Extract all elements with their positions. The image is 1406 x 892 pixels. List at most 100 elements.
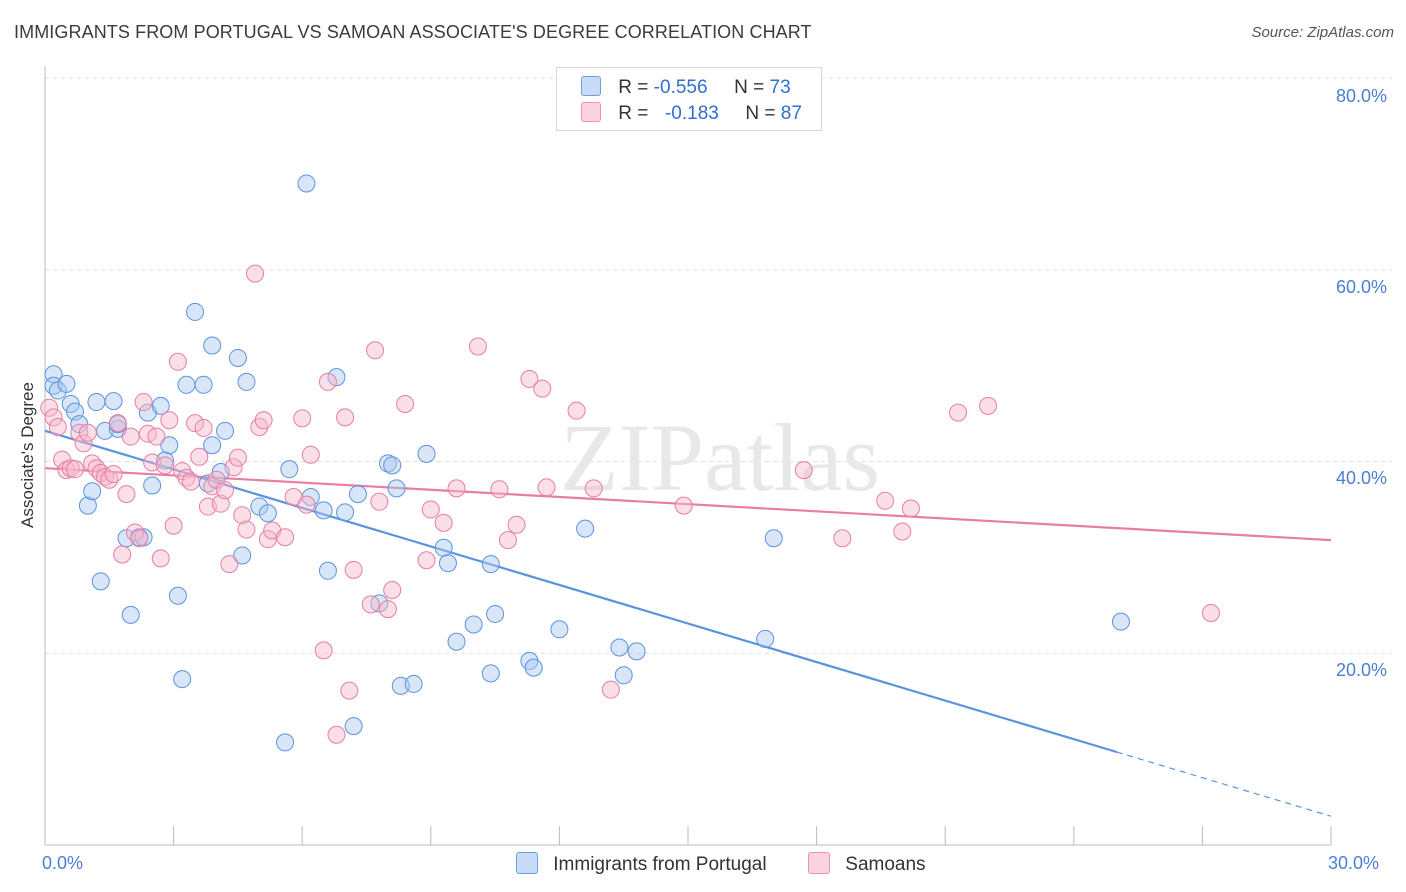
point-1-69	[417, 551, 436, 570]
point-1-85	[833, 529, 852, 548]
point-0-40	[276, 733, 295, 752]
point-1-76	[507, 515, 526, 534]
point-1-33	[181, 472, 200, 491]
point-0-9	[87, 393, 106, 412]
y-tick-label-80: 80.0%	[1336, 86, 1388, 106]
point-1-9	[78, 423, 97, 442]
point-1-77	[520, 370, 539, 389]
watermark: ZIPatlas	[560, 404, 880, 511]
point-0-39	[280, 460, 299, 479]
point-1-26	[151, 549, 170, 568]
point-0-12	[104, 392, 123, 411]
point-0-47	[344, 717, 363, 736]
stats-legend: R = -0.556 N = 73 R = -0.183 N = 87	[556, 67, 822, 131]
axes	[44, 66, 1332, 846]
point-1-43	[224, 458, 243, 477]
point-1-78	[533, 379, 552, 398]
point-0-8	[83, 482, 102, 501]
point-1-36	[194, 418, 213, 437]
point-0-69	[627, 642, 646, 661]
point-1-72	[447, 479, 466, 498]
point-0-55	[417, 444, 436, 463]
point-0-16	[121, 605, 140, 624]
point-1-0	[40, 398, 59, 417]
point-0-72	[1111, 612, 1130, 631]
point-1-30	[168, 352, 187, 371]
r-label: R =	[618, 77, 649, 98]
data-points	[40, 174, 1220, 752]
point-1-71	[434, 513, 453, 532]
point-1-42	[220, 555, 239, 574]
point-0-60	[481, 664, 500, 683]
point-1-80	[567, 401, 586, 420]
bottom-legend-samoans: Samoans	[808, 852, 926, 876]
point-0-48	[348, 485, 367, 504]
portugal-swatch	[516, 852, 538, 874]
n-label: N =	[734, 77, 765, 98]
point-0-41	[297, 174, 316, 193]
point-1-25	[147, 427, 166, 446]
point-0-58	[447, 632, 466, 651]
point-0-20	[143, 476, 162, 495]
point-1-22	[134, 393, 153, 412]
n-label: N =	[745, 103, 776, 124]
point-1-49	[254, 411, 273, 430]
point-1-17	[113, 545, 132, 564]
point-0-68	[614, 666, 633, 685]
bottom-legend-portugal: Immigrants from Portugal	[516, 852, 767, 876]
r-value-samoans: -0.183	[664, 103, 719, 124]
point-0-59	[464, 615, 483, 634]
point-0-31	[203, 436, 222, 455]
point-0-51	[383, 456, 402, 475]
point-0-70	[756, 629, 775, 648]
point-0-10	[91, 572, 110, 591]
point-0-34	[228, 348, 247, 367]
point-1-1	[44, 408, 63, 427]
point-0-66	[576, 519, 595, 538]
point-1-59	[327, 725, 346, 744]
point-1-57	[314, 641, 333, 660]
point-1-91	[1201, 603, 1220, 622]
point-1-73	[468, 337, 487, 356]
point-0-33	[216, 421, 235, 440]
point-1-47	[246, 264, 265, 283]
point-0-46	[336, 503, 355, 522]
source-label: Source: ZipAtlas.com	[1251, 24, 1394, 41]
point-0-62	[486, 604, 505, 623]
point-1-66	[378, 600, 397, 619]
point-0-3	[57, 374, 76, 393]
legend-label-portugal: Immigrants from Portugal	[553, 854, 767, 875]
point-1-87	[893, 522, 912, 541]
point-0-30	[203, 336, 222, 355]
point-1-64	[366, 341, 385, 360]
point-1-28	[160, 411, 179, 430]
point-1-60	[336, 408, 355, 427]
point-1-89	[949, 403, 968, 422]
x-tick-label-start: 0.0%	[42, 853, 84, 873]
point-1-21	[130, 529, 149, 548]
point-1-61	[340, 681, 359, 700]
point-1-68	[396, 394, 415, 413]
point-0-28	[194, 375, 213, 394]
point-1-35	[190, 447, 209, 466]
y-tick-label-60: 60.0%	[1336, 277, 1388, 297]
point-0-23	[160, 436, 179, 455]
n-value-portugal: 73	[769, 77, 791, 98]
point-0-21	[151, 396, 170, 415]
point-1-67	[383, 580, 402, 599]
grid-lines	[45, 77, 1392, 654]
legend-label-samoans: Samoans	[845, 854, 926, 875]
point-1-58	[318, 372, 337, 391]
legend-row-samoans: R = -0.183 N = 87	[581, 102, 802, 125]
point-1-84	[794, 461, 813, 480]
point-1-19	[121, 427, 140, 446]
point-1-75	[498, 531, 517, 550]
point-1-62	[344, 560, 363, 579]
point-1-65	[370, 492, 389, 511]
point-0-54	[404, 674, 423, 693]
point-1-6	[66, 460, 85, 479]
point-1-70	[421, 500, 440, 519]
trend-extension-0	[1116, 751, 1332, 817]
point-1-90	[979, 396, 998, 415]
